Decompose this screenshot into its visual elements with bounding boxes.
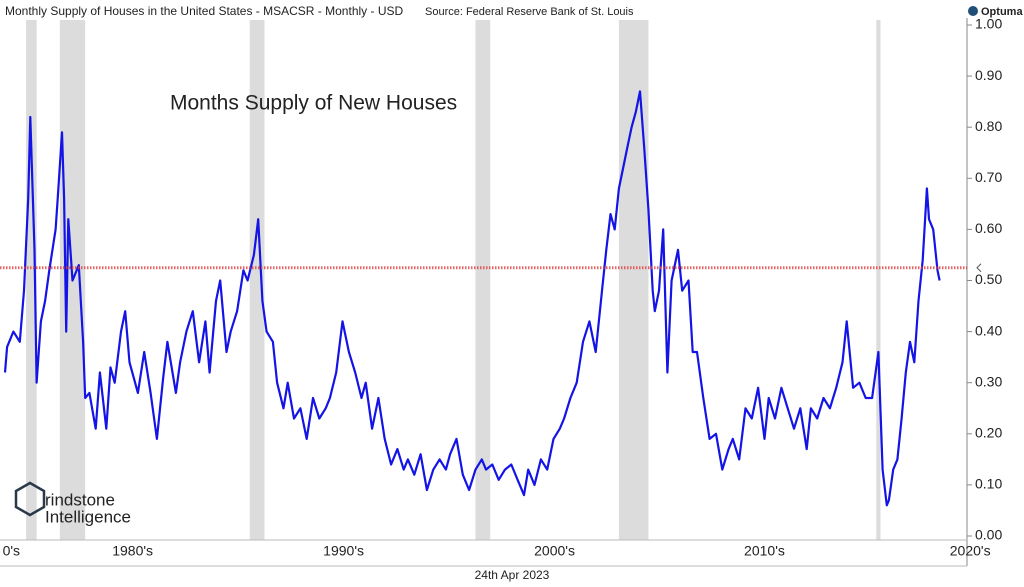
y-tick-label: 0.60: [975, 220, 1002, 236]
watermark: rindstone: [45, 490, 115, 509]
shaded-period: [26, 20, 37, 540]
axis-marker: [976, 263, 982, 273]
watermark-icon: [14, 481, 46, 517]
x-tick-label: 2020's: [950, 543, 991, 559]
source: Source: Federal Reserve Bank of St. Loui…: [425, 6, 634, 18]
x-tick-label: 0's: [3, 543, 20, 559]
y-tick-label: 0.90: [975, 67, 1002, 83]
brand-icon: [968, 6, 978, 16]
y-tick-label: 0.40: [975, 322, 1002, 338]
y-tick-label: 0.70: [975, 169, 1002, 185]
x-tick-label: 1990's: [323, 543, 364, 559]
y-tick-label: 0.80: [975, 118, 1002, 134]
y-tick-label: 0.50: [975, 271, 1002, 287]
shaded-period: [475, 20, 491, 540]
data-line: [3, 90, 941, 507]
annotation: Months Supply of New Houses: [170, 92, 457, 115]
brand: Optuma: [981, 6, 1023, 18]
chart-title: Monthly Supply of Houses in the United S…: [5, 4, 403, 18]
x-tick-label: 2000's: [534, 543, 575, 559]
watermark: Intelligence: [45, 507, 131, 526]
y-tick-label: 0.10: [975, 476, 1002, 492]
x-tick-label: 2010's: [744, 543, 785, 559]
y-tick-label: 0.00: [975, 527, 1002, 543]
shaded-period: [249, 20, 265, 540]
x-tick-label: 1980's: [112, 543, 153, 559]
shaded-period: [618, 20, 649, 540]
y-tick-label: 0.20: [975, 425, 1002, 441]
y-tick-label: 0.30: [975, 373, 1002, 389]
y-tick-label: 1.00: [975, 16, 1002, 32]
shaded-period: [876, 20, 881, 540]
date-label: 24th Apr 2023: [475, 568, 550, 582]
